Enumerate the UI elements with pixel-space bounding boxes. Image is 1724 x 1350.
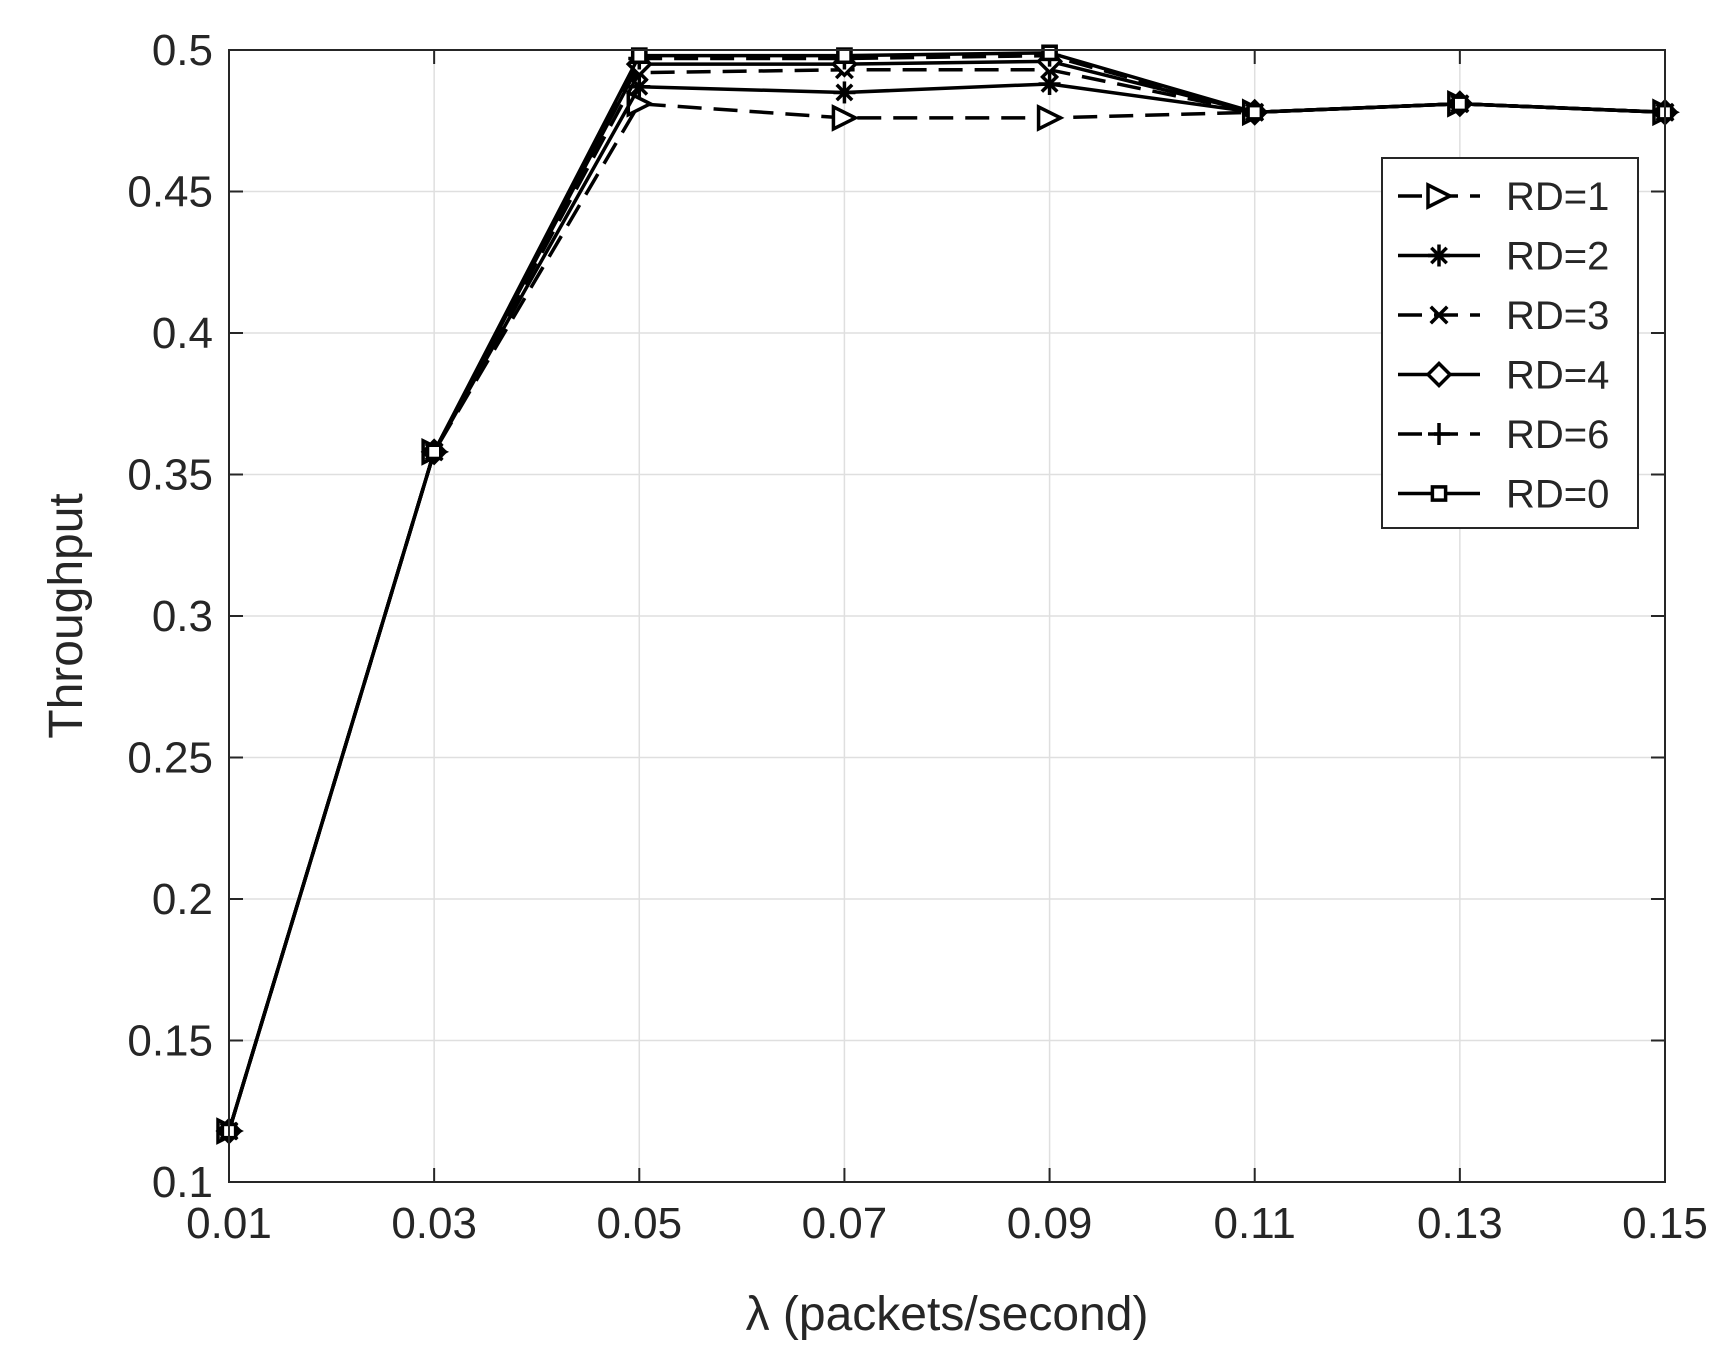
y-tick-label: 0.3	[152, 592, 213, 641]
y-tick-label: 0.45	[127, 168, 213, 217]
legend-item: RD=2	[1398, 235, 1609, 279]
legend-marker	[1425, 361, 1453, 388]
plot-frame	[228, 49, 1666, 1183]
y-tick-label: 0.5	[152, 26, 213, 75]
x-tick-label: 0.03	[391, 1199, 477, 1248]
legend-box	[1381, 157, 1639, 529]
data-point	[1041, 44, 1058, 62]
x-tick-label: 0.01	[186, 1199, 272, 1248]
legend-item: RD=3	[1398, 294, 1609, 338]
x-tick-label: 0.13	[1417, 1199, 1503, 1248]
data-point	[831, 104, 860, 132]
data-point	[836, 47, 853, 65]
legend-marker	[1426, 182, 1454, 210]
y-tick-label: 0.2	[152, 875, 213, 924]
x-tick-label: 0.07	[802, 1199, 888, 1248]
legend-label: RD=3	[1506, 294, 1609, 338]
x-tick-label: 0.15	[1622, 1199, 1708, 1248]
legend-marker	[1428, 423, 1450, 445]
y-tick-label: 0.4	[152, 309, 213, 358]
data-point	[1038, 72, 1061, 95]
y-tick-label: 0.25	[127, 734, 213, 783]
y-tick-label: 0.35	[127, 451, 213, 500]
x-tick-label: 0.11	[1214, 1199, 1296, 1248]
data-point	[1036, 104, 1065, 132]
legend-label: RD=0	[1506, 473, 1609, 517]
data-point	[425, 443, 443, 461]
legend-item: RD=6	[1398, 413, 1609, 457]
series-layer	[215, 44, 1680, 1145]
legend-label: RD=4	[1506, 354, 1609, 398]
x-tick-label: 0.05	[596, 1199, 682, 1248]
series-line	[227, 51, 1666, 1132]
y-tick-label: 0.1	[152, 1158, 213, 1207]
legend-marker	[1428, 244, 1450, 267]
legend-item: RD=1	[1398, 175, 1609, 219]
legend-item: RD=4	[1398, 354, 1609, 398]
x-axis-label: λ (packets/second)	[746, 1288, 1149, 1341]
y-axis-label: Throughput	[40, 493, 93, 739]
legend-item: RD=0	[1398, 473, 1609, 517]
data-point	[1451, 95, 1469, 113]
legend-marker	[1429, 305, 1449, 325]
legend-label: RD=1	[1506, 175, 1609, 219]
x-tick-label: 0.09	[1007, 1199, 1093, 1248]
data-point	[1246, 103, 1264, 121]
data-point	[630, 47, 648, 65]
y-tick-label: 0.15	[127, 1017, 213, 1066]
legend-marker	[1430, 485, 1448, 502]
legend-label: RD=2	[1506, 235, 1609, 279]
legend: RD=1 RD=2 RD=3 RD=4 RD=6 RD=0	[1381, 157, 1639, 529]
data-point	[833, 81, 856, 104]
legend-label: RD=6	[1506, 413, 1609, 457]
tick-labels: 0.01 0.03 0.05 0.07 0.09 0.11 0.13 0.15 0.1 0.15 0…	[127, 26, 1707, 1248]
